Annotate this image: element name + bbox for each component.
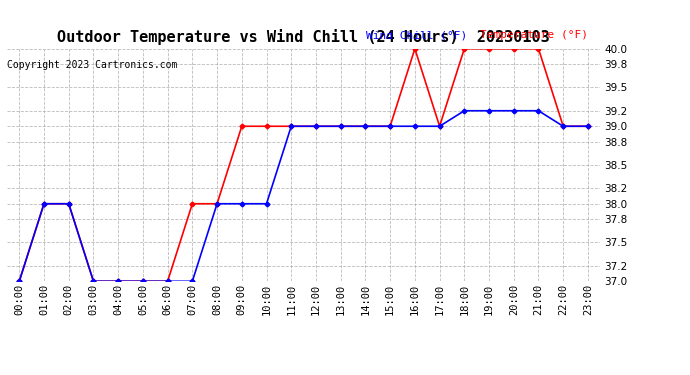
Text: Wind Chill (°F): Wind Chill (°F)	[366, 30, 480, 40]
Title: Outdoor Temperature vs Wind Chill (24 Hours)  20230103: Outdoor Temperature vs Wind Chill (24 Ho…	[57, 29, 550, 45]
Text: Temperature (°F): Temperature (°F)	[480, 30, 588, 40]
Text: Copyright 2023 Cartronics.com: Copyright 2023 Cartronics.com	[7, 60, 177, 70]
